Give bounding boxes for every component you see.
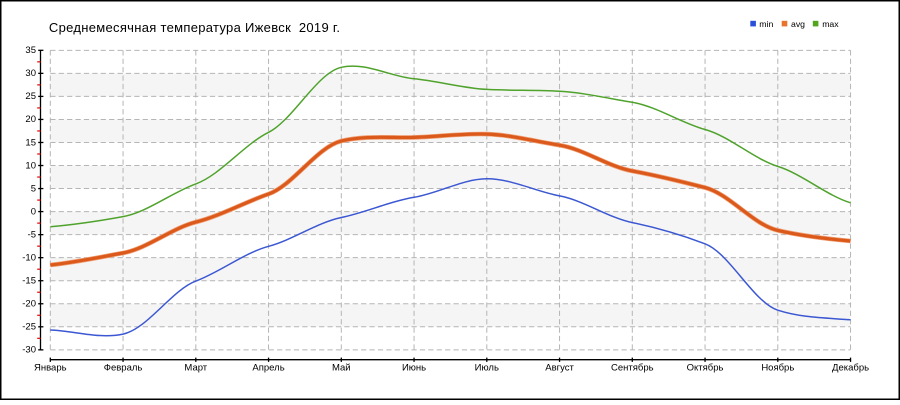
svg-text:-15: -15 bbox=[22, 276, 36, 287]
svg-text:-20: -20 bbox=[22, 299, 36, 310]
svg-text:avg: avg bbox=[791, 19, 805, 29]
svg-text:-10: -10 bbox=[22, 252, 36, 263]
svg-text:-30: -30 bbox=[22, 345, 36, 356]
svg-text:-5: -5 bbox=[28, 229, 36, 240]
svg-text:15: 15 bbox=[25, 137, 36, 148]
svg-text:25: 25 bbox=[25, 91, 36, 102]
svg-text:Июль: Июль bbox=[475, 362, 499, 373]
svg-text:Октябрь: Октябрь bbox=[687, 362, 724, 373]
svg-text:min: min bbox=[759, 19, 773, 29]
svg-text:Апрель: Апрель bbox=[252, 362, 284, 373]
svg-text:Март: Март bbox=[184, 362, 207, 373]
svg-text:Ноябрь: Ноябрь bbox=[761, 362, 794, 373]
svg-text:max: max bbox=[822, 19, 839, 29]
svg-text:Среднемесячная температура Иже: Среднемесячная температура Ижевск 2019 г… bbox=[49, 20, 340, 35]
svg-text:Февраль: Февраль bbox=[104, 362, 143, 373]
svg-text:Сентябрь: Сентябрь bbox=[611, 362, 654, 373]
svg-text:35: 35 bbox=[25, 45, 36, 56]
svg-text:20: 20 bbox=[25, 114, 36, 125]
svg-text:Декабрь: Декабрь bbox=[832, 362, 869, 373]
svg-text:Январь: Январь bbox=[34, 362, 67, 373]
svg-text:Июнь: Июнь bbox=[402, 362, 426, 373]
svg-text:-25: -25 bbox=[22, 322, 36, 333]
svg-text:10: 10 bbox=[25, 160, 36, 171]
svg-text:Август: Август bbox=[545, 362, 574, 373]
svg-text:5: 5 bbox=[31, 183, 36, 194]
svg-text:0: 0 bbox=[31, 206, 36, 217]
svg-text:30: 30 bbox=[25, 68, 36, 79]
svg-text:Май: Май bbox=[332, 362, 351, 373]
